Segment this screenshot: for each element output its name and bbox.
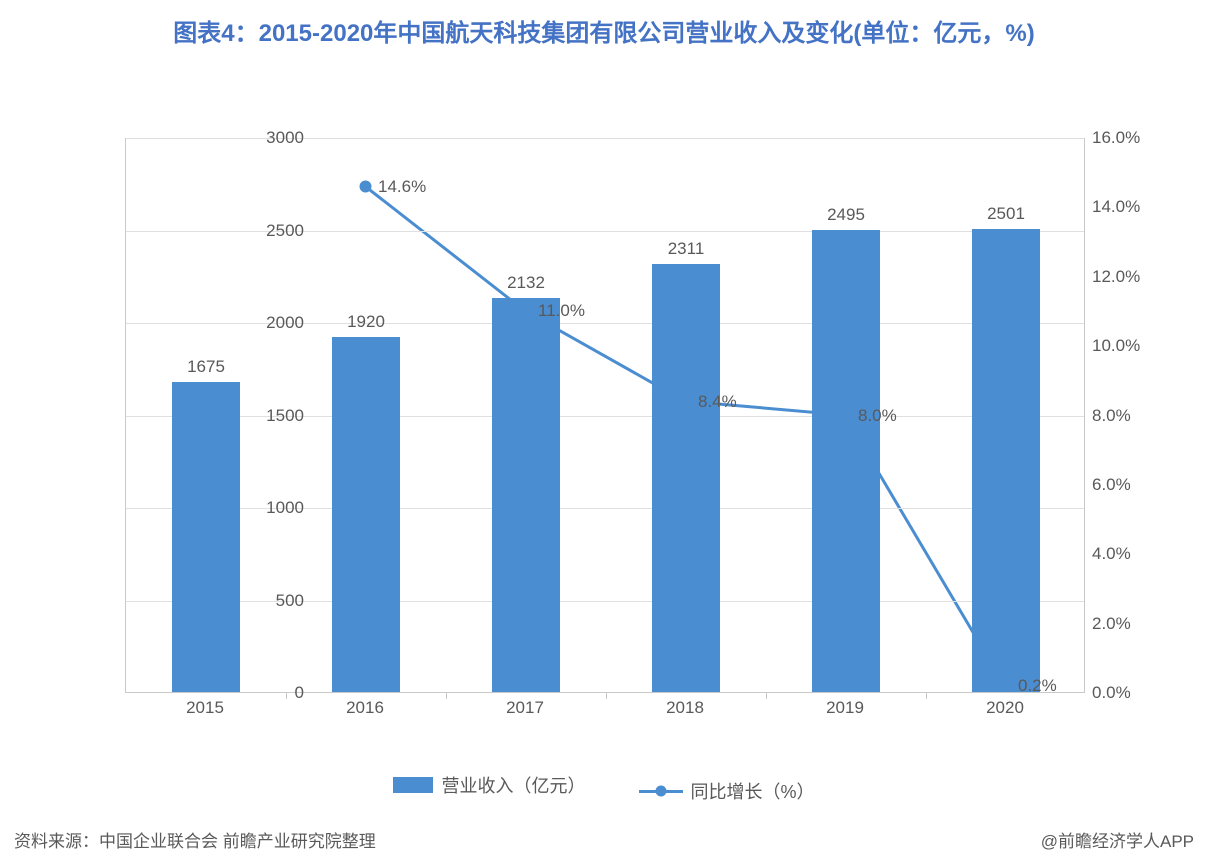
bar	[172, 382, 239, 692]
line-value-label: 0.2%	[1018, 676, 1057, 696]
legend-bar-swatch	[393, 777, 433, 793]
y-left-tick: 3000	[244, 128, 304, 148]
x-category-label: 2017	[485, 698, 565, 718]
line-marker	[360, 181, 372, 193]
x-tick	[446, 693, 447, 699]
bar-value-label: 2495	[827, 205, 865, 225]
y-right-tick: 6.0%	[1092, 475, 1162, 495]
y-right-tick: 2.0%	[1092, 614, 1162, 634]
y-left-tick: 1000	[244, 498, 304, 518]
x-tick	[926, 693, 927, 699]
bar-value-label: 2132	[507, 273, 545, 293]
bar-value-label: 2311	[668, 239, 705, 259]
legend-bar: 营业收入（亿元）	[393, 772, 585, 798]
x-tick	[606, 693, 607, 699]
line-value-label: 8.4%	[698, 392, 737, 412]
legend: 营业收入（亿元） 同比增长（%）	[0, 772, 1208, 805]
source-label: 资料来源：中国企业联合会 前瞻产业研究院整理	[14, 832, 376, 851]
y-right-tick: 8.0%	[1092, 406, 1162, 426]
y-left-tick: 1500	[244, 406, 304, 426]
y-right-tick: 4.0%	[1092, 544, 1162, 564]
y-left-tick: 2500	[244, 221, 304, 241]
legend-bar-label: 营业收入（亿元）	[441, 772, 585, 798]
y-left-tick: 2000	[244, 313, 304, 333]
bar	[812, 230, 879, 692]
y-right-tick: 16.0%	[1092, 128, 1162, 148]
x-category-label: 2015	[165, 698, 245, 718]
x-tick	[766, 693, 767, 699]
chart-title: 图表4：2015-2020年中国航天科技集团有限公司营业收入及变化(单位：亿元，…	[0, 0, 1208, 56]
bar	[652, 264, 719, 692]
legend-line-swatch	[639, 783, 683, 799]
line-value-label: 8.0%	[858, 406, 897, 426]
y-left-tick: 0	[244, 683, 304, 703]
y-right-tick: 10.0%	[1092, 336, 1162, 356]
attribution: @前瞻经济学人APP	[1041, 827, 1194, 852]
x-category-label: 2016	[325, 698, 405, 718]
bar-value-label: 1920	[347, 312, 385, 332]
y-right-tick: 0.0%	[1092, 683, 1162, 703]
legend-line: 同比增长（%）	[639, 778, 815, 804]
bar-value-label: 2501	[987, 204, 1025, 224]
legend-line-label: 同比增长（%）	[691, 778, 815, 804]
y-right-tick: 12.0%	[1092, 267, 1162, 287]
x-category-label: 2018	[645, 698, 725, 718]
x-category-label: 2019	[805, 698, 885, 718]
bar	[332, 337, 399, 692]
y-left-tick: 500	[244, 591, 304, 611]
footer: 资料来源：中国企业联合会 前瞻产业研究院整理 @前瞻经济学人APP	[14, 827, 1194, 852]
line-value-label: 14.6%	[378, 177, 426, 197]
bar	[492, 298, 559, 692]
y-right-tick: 14.0%	[1092, 197, 1162, 217]
chart-area: 1675 1920 2132 2311 2495 2501 14.6% 11.0% 8.4% 8.…	[30, 120, 1180, 740]
line-value-label: 11.0%	[538, 301, 585, 321]
bar	[972, 229, 1039, 692]
bar-value-label: 1675	[187, 357, 225, 377]
x-category-label: 2020	[965, 698, 1045, 718]
